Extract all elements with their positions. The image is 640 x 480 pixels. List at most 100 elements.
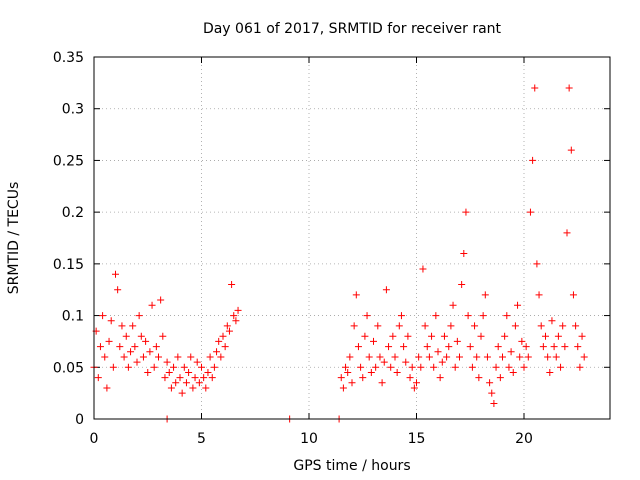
data-point (337, 374, 345, 382)
data-point (144, 368, 152, 376)
data-point (105, 337, 113, 345)
data-point (436, 374, 444, 382)
data-point (357, 363, 365, 371)
data-point (172, 379, 180, 387)
y-tick-label: 0 (75, 412, 84, 428)
data-point (217, 353, 225, 361)
data-point (339, 384, 347, 392)
data-point (408, 363, 416, 371)
data-point (234, 306, 242, 314)
data-point (182, 379, 190, 387)
data-point (526, 208, 534, 216)
data-point (428, 332, 436, 340)
data-point (492, 363, 500, 371)
data-point (522, 343, 530, 351)
data-point (342, 363, 350, 371)
data-point (372, 363, 380, 371)
data-point (516, 353, 524, 361)
data-point (404, 332, 412, 340)
data-point (443, 353, 451, 361)
data-point (230, 312, 238, 320)
data-point (148, 301, 156, 309)
data-point (114, 286, 122, 294)
data-point (112, 270, 119, 278)
data-point (370, 337, 377, 345)
data-point (578, 332, 586, 340)
data-point (187, 353, 195, 361)
y-tick-label: 0.25 (53, 153, 84, 169)
x-tick-label: 15 (408, 431, 426, 447)
data-point (524, 353, 532, 361)
tick-layer: 0 0.05 0.1 0.15 0.2 0.25 0.3 0.35 0 5 10 15 20 (53, 50, 610, 447)
data-point (185, 368, 193, 376)
data-point (225, 327, 233, 335)
data-point (535, 291, 543, 299)
data-point (378, 379, 386, 387)
data-point (223, 322, 231, 330)
data-point (434, 348, 442, 356)
data-point (458, 281, 466, 289)
data-point (462, 208, 470, 216)
data-point (180, 363, 188, 371)
data-point (569, 291, 577, 299)
data-point (174, 353, 182, 361)
data-point (170, 363, 178, 371)
data-point (176, 374, 184, 382)
data-point (576, 363, 584, 371)
data-point (167, 384, 175, 392)
data-point (509, 368, 517, 376)
data-point (155, 353, 162, 361)
data-point (178, 389, 186, 397)
x-tick-label: 20 (515, 431, 533, 447)
data-point (142, 337, 150, 345)
data-point (572, 322, 580, 330)
data-point (471, 322, 479, 330)
data-point (466, 343, 474, 351)
data-point (417, 363, 425, 371)
data-point (193, 358, 201, 366)
data-point (473, 353, 481, 361)
x-tick-label: 0 (90, 431, 99, 447)
data-point (352, 291, 360, 299)
data-point (133, 358, 141, 366)
data-point (232, 317, 240, 325)
data-point (451, 363, 459, 371)
data-point (445, 343, 453, 351)
y-axis-label: SRMTID / TECUs (6, 182, 22, 295)
data-point (563, 229, 571, 237)
data-point (557, 363, 565, 371)
data-point (533, 260, 541, 268)
data-point (464, 312, 472, 320)
data-point (468, 363, 476, 371)
data-point (350, 322, 358, 330)
data-point (529, 156, 537, 164)
data-point (548, 317, 556, 325)
data-point (387, 363, 395, 371)
data-point (137, 332, 145, 340)
data-point (157, 296, 165, 304)
data-point (146, 348, 154, 356)
data-point (161, 374, 169, 382)
data-point (221, 343, 229, 351)
data-point (483, 353, 491, 361)
data-point (419, 265, 427, 273)
data-point (400, 343, 408, 351)
data-point (131, 343, 139, 351)
data-point (490, 399, 498, 407)
data-point (165, 368, 173, 376)
data-point (122, 332, 130, 340)
y-tick-label: 0.2 (62, 205, 84, 221)
data-point (505, 363, 513, 371)
data-point (460, 250, 468, 258)
data-point (376, 353, 384, 361)
data-point (432, 312, 440, 320)
data-point (552, 353, 560, 361)
data-point (363, 312, 371, 320)
grid-layer (94, 57, 610, 419)
data-point (107, 317, 115, 325)
data-point (206, 353, 214, 361)
data-point (198, 363, 205, 371)
data-point (475, 374, 483, 382)
y-tick-label: 0.05 (53, 360, 84, 376)
data-point (189, 384, 197, 392)
